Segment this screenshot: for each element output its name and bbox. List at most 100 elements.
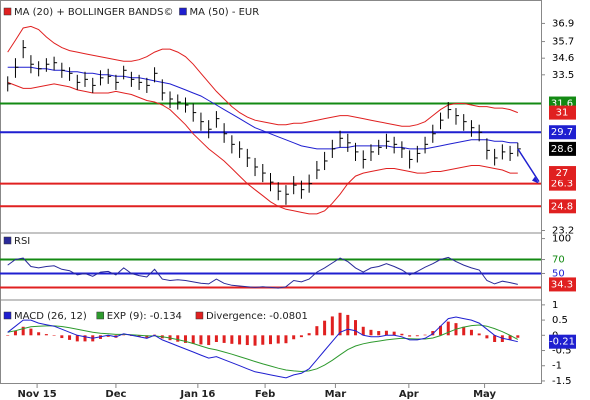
legend-value: -0.134 (150, 311, 182, 322)
divergence-bar (176, 335, 180, 342)
lower-band-label: 27 (556, 168, 569, 179)
divergence-bar (346, 314, 350, 336)
divergence-bar (191, 335, 195, 344)
legend-label: EXP (9): (107, 311, 147, 322)
divergence-bar (377, 331, 381, 336)
last-price-label-box (549, 141, 576, 156)
panel-label: RSI (14, 236, 30, 247)
divergence-bar (408, 335, 412, 337)
x-tick-label: Jan 16 (179, 389, 215, 400)
divergence-bar (261, 335, 265, 345)
divergence-bar (485, 335, 489, 339)
legend-swatch (179, 7, 187, 16)
divergence-bar (369, 329, 373, 336)
divergence-bar (423, 334, 427, 336)
divergence-bar (230, 335, 234, 344)
divergence-bar (361, 326, 365, 336)
y-tick-label: 50 (552, 268, 565, 279)
divergence-bar (52, 335, 56, 336)
divergence-bar (446, 321, 450, 336)
divergence-bar (284, 335, 288, 344)
x-tick-label: Feb (255, 389, 275, 400)
divergence-bar (13, 330, 17, 336)
divergence-bar (292, 335, 296, 340)
divergence-bar (493, 335, 497, 342)
legend-label: Divergence: (206, 311, 266, 322)
divergence-bar (508, 335, 512, 340)
level-label: 24.8 (551, 201, 573, 212)
divergence-bar (214, 335, 218, 342)
divergence-bar (60, 335, 64, 339)
macd-line (7, 316, 518, 379)
legend-label: MA (50) - EUR (189, 7, 259, 18)
y-tick-label: 34.6 (552, 53, 574, 64)
level-label-box (549, 199, 576, 214)
divergence-bar (106, 335, 110, 337)
y-tick-label: 36.9 (552, 18, 574, 29)
divergence-bar (477, 333, 481, 336)
rsi-last-label: 34.3 (551, 279, 573, 290)
divergence-bar (338, 312, 342, 336)
divergence-bar (323, 320, 327, 336)
level-label: 29.7 (551, 127, 573, 138)
y-tick-label: -1.5 (552, 376, 572, 387)
divergence-bar (238, 335, 242, 345)
upper-band-label: 31 (556, 108, 569, 119)
divergence-bar (6, 335, 10, 336)
divergence-bar (516, 335, 520, 338)
divergence-bar (299, 335, 303, 338)
divergence-bar (415, 335, 419, 337)
divergence-bar (462, 326, 466, 336)
ma50-line (7, 66, 518, 150)
divergence-bar (68, 335, 72, 340)
bollinger-upper (7, 25, 518, 127)
legend-swatch (3, 7, 12, 16)
y-tick-label: 35.7 (552, 37, 574, 48)
divergence-bar (307, 333, 311, 336)
y-tick-label: 33.5 (552, 70, 574, 81)
legend-swatch (3, 236, 12, 245)
divergence-bar (384, 330, 388, 336)
rsi-last-label-box (549, 277, 576, 292)
legend-label: MA (20) + BOLLINGER BANDS© (14, 7, 173, 18)
y-tick-label: -0.5 (552, 346, 572, 357)
legend-swatch (96, 311, 105, 320)
level-label: 31.6 (551, 99, 573, 110)
legend-swatch (3, 311, 12, 320)
divergence-bar (75, 335, 79, 342)
macd-last-label-box (549, 334, 576, 349)
divergence-bar (330, 316, 334, 336)
y-tick-label: -1 (552, 361, 562, 372)
divergence-bar (400, 333, 404, 336)
macd-last-label: -0.21 (549, 337, 575, 348)
x-tick-label: Mar (325, 389, 347, 400)
y-tick-label: 100 (552, 234, 571, 245)
divergence-bar (37, 332, 41, 336)
y-tick-label: 0.5 (552, 315, 568, 326)
signal-line (7, 324, 519, 373)
divergence-bar (137, 335, 141, 337)
divergence-bar (245, 335, 249, 346)
rsi-line (7, 256, 518, 289)
divergence-bar (207, 335, 211, 346)
divergence-bar (122, 334, 126, 336)
divergence-bar (469, 329, 473, 336)
divergence-bar (269, 335, 272, 345)
bollinger-lower (7, 81, 518, 215)
legend-swatch (195, 311, 204, 320)
divergence-bar (315, 326, 319, 336)
divergence-bar (44, 334, 48, 336)
y-tick-label: 70 (552, 255, 565, 266)
divergence-bar (29, 328, 33, 336)
x-tick-label: Dec (105, 389, 126, 400)
divergence-bar (253, 335, 257, 346)
x-tick-label: May (473, 389, 496, 400)
divergence-bar (276, 335, 280, 344)
x-tick-label: Nov 15 (18, 389, 57, 400)
legend-value: -0.0801 (269, 311, 308, 322)
divergence-bar (222, 335, 226, 343)
divergence-bar (83, 335, 87, 342)
level-label: 26.3 (551, 179, 573, 190)
last-price-label: 28.6 (551, 144, 573, 155)
